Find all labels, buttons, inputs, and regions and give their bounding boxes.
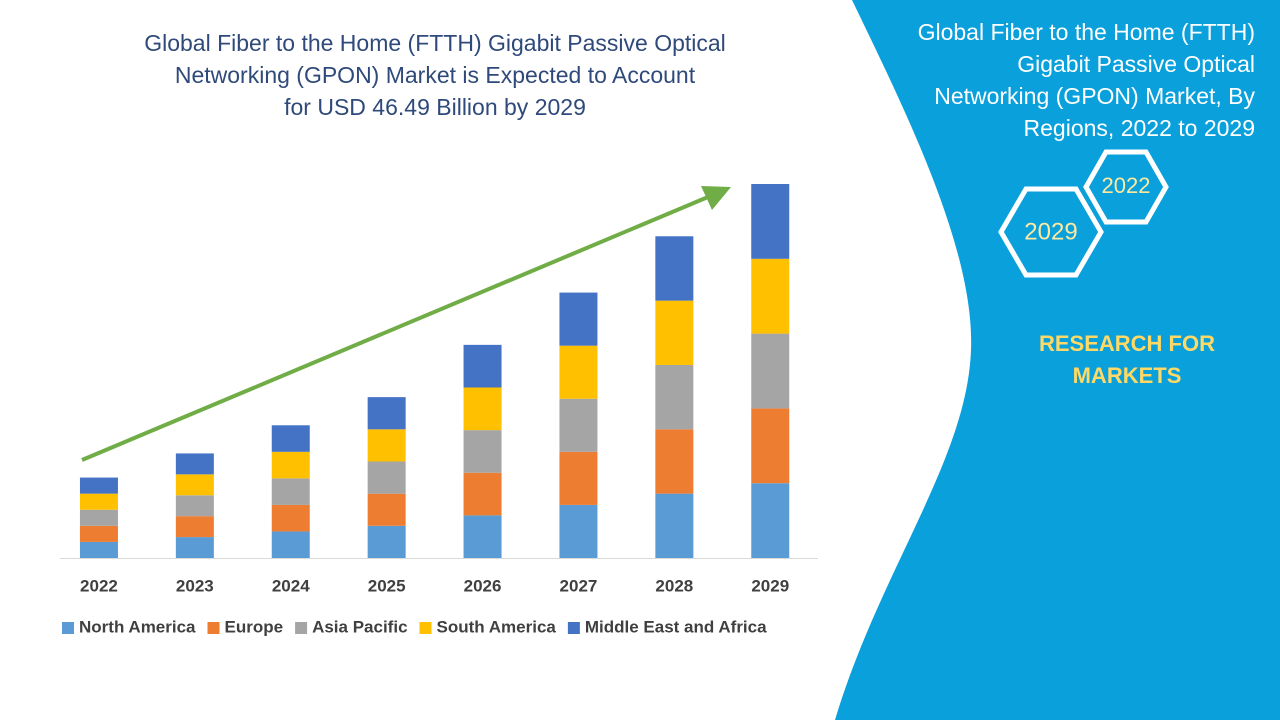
hexagon <box>998 186 1104 278</box>
bar-segment <box>175 453 214 475</box>
legend-label: North America <box>79 617 196 636</box>
arrow-head <box>701 186 731 210</box>
x-tick-label: 2025 <box>368 576 406 595</box>
bar-segment <box>463 515 502 558</box>
bar-segment <box>751 258 790 334</box>
bar-segment <box>655 300 694 365</box>
x-tick-label: 2027 <box>560 576 598 595</box>
legend-label: South America <box>437 617 557 636</box>
legend-swatch <box>207 622 220 634</box>
bar-segment <box>79 509 118 526</box>
chart-title: for USD 46.49 Billion by 2029 <box>284 94 586 120</box>
bar-segment <box>271 425 310 452</box>
hexagon <box>1083 149 1169 225</box>
bar-segment <box>271 451 310 479</box>
bar-segment <box>655 236 694 301</box>
bar-segment <box>751 184 790 259</box>
bar-segment <box>655 493 694 558</box>
x-tick-label: 2029 <box>751 576 789 595</box>
panel-title: Regions, 2022 to 2029 <box>1024 115 1255 141</box>
bar-segment <box>559 398 598 452</box>
panel-title: Gigabit Passive Optical <box>1017 51 1255 77</box>
bar-segment <box>79 493 118 510</box>
legend-swatch <box>567 622 580 634</box>
bar-segment <box>655 364 694 430</box>
legend-swatch <box>62 622 74 634</box>
side-panel-bg <box>835 0 1280 720</box>
bar-segment <box>175 516 214 538</box>
bar-segment <box>559 345 598 399</box>
legend-label: Europe <box>225 617 284 636</box>
bar-segment <box>559 504 598 558</box>
bar-segment <box>79 541 118 558</box>
bar-segment <box>751 408 790 484</box>
bar-segment <box>559 292 598 346</box>
bar-segment <box>463 387 502 431</box>
panel-title: Global Fiber to the Home (FTTH) <box>918 19 1255 45</box>
brand: RESEARCH FOR <box>1039 331 1215 356</box>
bar-segment <box>271 504 310 532</box>
bar-segment <box>655 429 694 494</box>
legend-label: Middle East and Africa <box>585 617 767 636</box>
bar-segment <box>367 397 406 430</box>
x-tick-label: 2026 <box>464 576 502 595</box>
badge-label: 2029 <box>1024 218 1077 245</box>
bar-segment <box>79 477 118 494</box>
legend-label: Asia Pacific <box>312 617 407 636</box>
bar-segment <box>367 429 406 462</box>
bar-segment <box>175 474 214 496</box>
bar-segment <box>367 461 406 494</box>
x-tick-label: 2024 <box>272 576 310 595</box>
x-tick-label: 2022 <box>80 576 118 595</box>
panel-title: Networking (GPON) Market, By <box>934 83 1255 109</box>
bar-segment <box>751 333 790 409</box>
x-tick-label: 2023 <box>176 576 214 595</box>
bar-segment <box>463 344 502 388</box>
bar-segment <box>367 525 406 558</box>
legend-swatch <box>295 622 308 634</box>
bar-segment <box>271 478 310 505</box>
trend-arrow <box>81 195 709 462</box>
bar-segment <box>463 472 502 516</box>
chart: Global Fiber to the Home (FTTH) Gigabit … <box>62 19 1255 636</box>
brand: MARKETS <box>1073 363 1182 388</box>
legend-swatch <box>419 622 432 634</box>
badge-label: 2022 <box>1102 173 1151 198</box>
bar-segment <box>751 483 790 558</box>
bar-segment <box>175 495 214 517</box>
x-tick-label: 2028 <box>655 576 693 595</box>
bar-segment <box>271 531 310 558</box>
bar-segment <box>463 430 502 473</box>
bar-segment <box>559 451 598 505</box>
bar-segment <box>367 493 406 526</box>
bar-segment <box>175 537 214 558</box>
bar-segment <box>79 525 118 542</box>
chart-title: Global Fiber to the Home (FTTH) Gigabit … <box>144 30 726 56</box>
chart-title: Networking (GPON) Market is Expected to … <box>175 62 696 88</box>
